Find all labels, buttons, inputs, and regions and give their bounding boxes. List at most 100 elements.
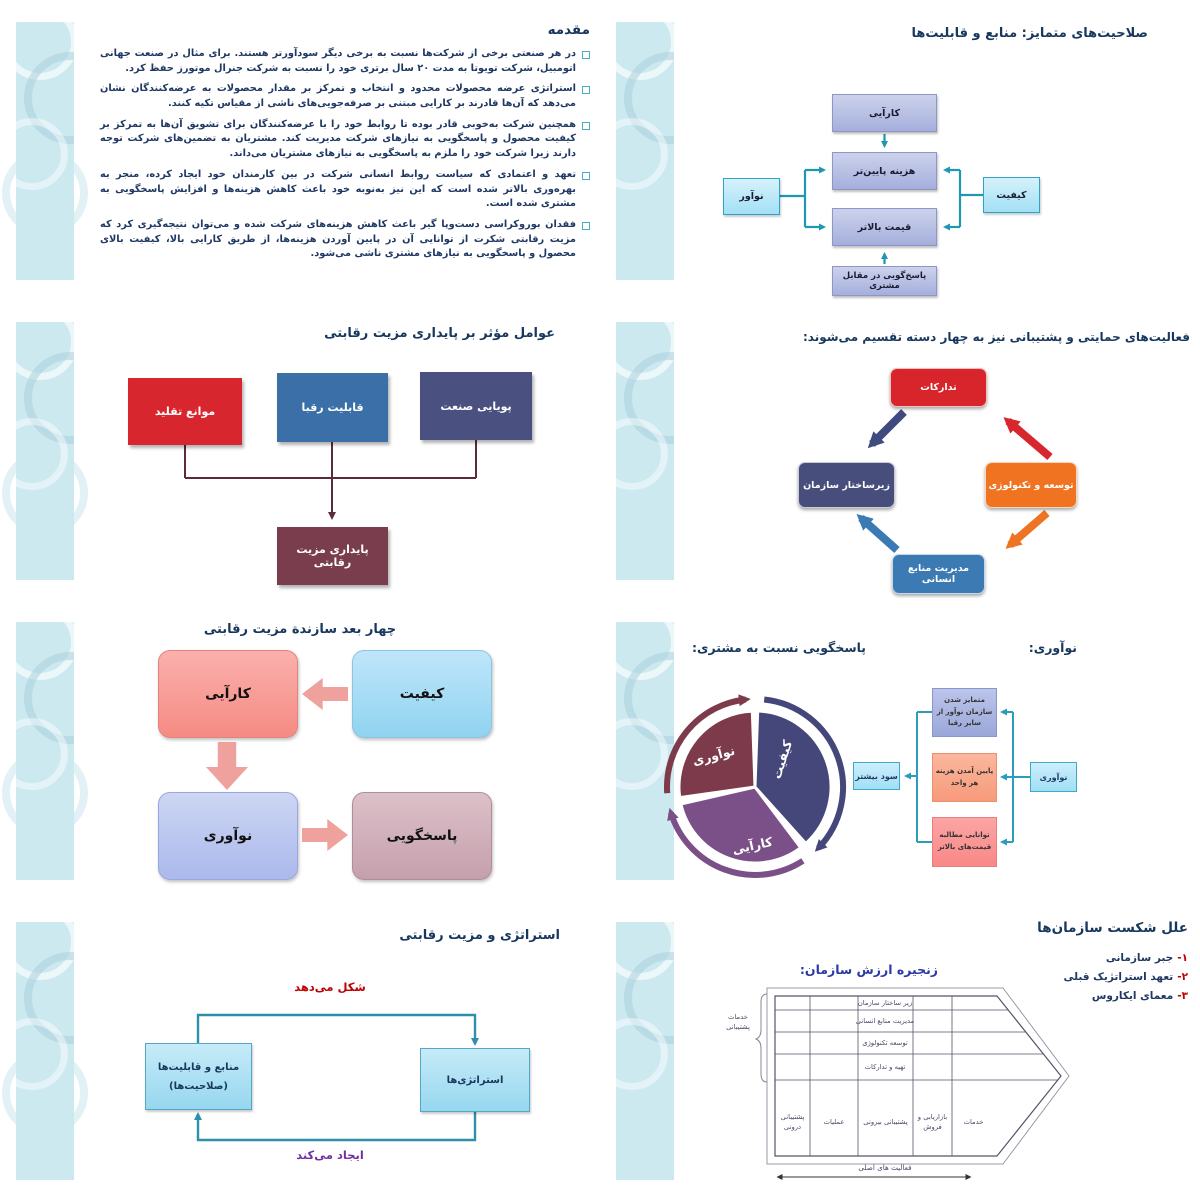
slide-title: علل شکست سازمان‌ها [1037,920,1188,936]
circle-motif [16,118,68,190]
connector-lines [780,134,983,264]
square-bullet-icon [582,221,590,230]
box-higher-price: قیمت بالاتر [832,208,937,246]
decorative-strip [616,22,674,280]
label-creates: ایجاد می‌کند [296,1148,364,1162]
label-shapes: شکل می‌دهد [294,980,366,994]
square-bullet-icon [582,51,590,59]
box-industry-dynamism: پویایی صنعت [420,372,532,440]
box-procurement: تدارکات [890,368,987,407]
box-quality: کیفیت [352,650,492,738]
decorative-strip [16,922,74,1180]
arrow-left-icon [302,678,348,710]
box-hr: مدیریت منابع انسانی [892,554,985,594]
box-resources: منابع و قابلیت‌ها (صلاحیت‌ها) [145,1043,252,1110]
box-lower-cost: هزینه پایین‌تر [832,152,937,190]
list-item: همچنین شرکت به‌خوبی قادر بوده تا روابط خ… [100,118,590,162]
box-resources-line1: منابع و قابلیت‌ها [157,1061,240,1073]
bullet-text: فقدان بوروکراسی دست‌وپا گیر باعث کاهش هز… [100,218,576,260]
box-resources-line2: (صلاحیت‌ها) [169,1080,228,1092]
chain-col-label: بازاریابی و فروش [917,1112,948,1131]
square-bullet-icon [582,86,590,95]
box-responsiveness: پاسخگویی [352,792,492,880]
box-innovation: نوآوری [1030,762,1077,792]
slide-failure: علل شکست سازمان‌ها ۱- جبر سازمانی ۲- تعهد … [600,900,1200,1200]
pie-label-innovation: نوآوری [690,742,737,769]
box-differentiation: متمایز شدن سازمان نوآور از سایر رقبا [932,688,997,737]
item-number: ۱- [1177,952,1188,964]
slide-title: چهار بعد سازندة مزیت رقابتی [203,622,397,637]
circle-motif [16,418,68,490]
decorative-strip [616,322,674,580]
box-innovator: نوآور [723,178,780,215]
pie-cycle-chart [663,694,847,878]
support-brace [755,993,768,1083]
bullet-text: استراتژی عرضه محصولات محدود و انتخاب و ت… [100,83,576,110]
box-unit-cost: پایین آمدن هزینه هر واحد [932,753,997,802]
arrow-right-icon [302,819,348,851]
chain-support-label: خدمات پشتیبانی [726,1013,750,1032]
list-item: ۱- جبر سازمانی [1063,952,1188,964]
pie-wedge-quality [753,709,833,845]
slide-title: فعالیت‌های حمایتی و پشتیبانی نیز به چهار… [803,330,1190,344]
box-efficiency: کارآیی [832,94,937,132]
circle-motif [16,1018,68,1090]
failure-list: ۱- جبر سازمانی ۲- تعهد استراتژیک قبلی ۳- مع… [1063,952,1188,1009]
box-innovation: نوآوری [158,792,298,880]
slide-support-activities: فعالیت‌های حمایتی و پشتیبانی نیز به چهار… [600,300,1200,600]
item-number: ۲- [1177,971,1188,983]
circle-motif [616,118,668,190]
list-item: فقدان بوروکراسی دست‌وپا گیر باعث کاهش هز… [100,218,590,262]
item-text: جبر سازمانی [1105,952,1174,964]
box-premium-price: توانایی مطالبه قیمت‌های بالاتر [932,817,997,867]
slide-title: استراتژی و مزیت رقابتی [399,928,560,943]
chain-row-label: تهیه و تدارکات [864,1063,906,1071]
box-quality: کیفیت [983,177,1040,213]
slide-four-dimensions: چهار بعد سازندة مزیت رقابتی کارآیی کیفیت… [0,600,600,900]
box-technology: توسعه و تکنولوژی [985,462,1077,508]
flow-connectors [904,708,1030,846]
chain-row-label: توسعه تکنولوژی [862,1039,908,1047]
list-item: ۳- معمای ایکاروس [1063,990,1188,1002]
decorative-strip [616,622,674,880]
circle-motif [616,418,668,490]
chain-col-label: خدمات [963,1117,984,1126]
section-title-innovation: نوآوری: [1028,640,1077,655]
slide-title: عوامل مؤثر بر پایداری مزیت رقابتی [324,326,555,341]
item-text: معمای ایکاروس [1091,990,1174,1002]
pie-label-quality: کیفیت [768,738,796,781]
decorative-strip [616,922,674,1180]
decorative-strip [16,322,74,580]
square-bullet-icon [582,171,590,180]
chain-row-label: زیر ساختار سازمان [857,999,913,1007]
circle-motif [616,1018,668,1090]
slide-competencies: صلاحیت‌های متمایز: منابع و قابلیت‌ها کار… [600,0,1200,300]
item-text: تعهد استراتژیک قبلی [1063,971,1174,983]
slide-sustainability: عوامل مؤثر بر پایداری مزیت رقابتی موانع … [0,300,600,600]
decorative-strip [16,22,74,280]
slide-title: مقدمه [547,22,590,38]
slide-title: صلاحیت‌های متمایز: منابع و قابلیت‌ها [911,26,1148,41]
chain-col-label: عملیات [823,1117,845,1126]
bullet-list: در هر صنعتی برخی از شرکت‌ها نسبت به برخی… [100,47,590,268]
slide-strategy: استراتژی و مزیت رقابتی شکل می‌دهد ایجاد … [0,900,600,1200]
box-efficiency: کارآیی [158,650,298,738]
pie-label-efficiency: کارآیی [730,833,774,858]
bullet-text: در هر صنعتی برخی از شرکت‌ها نسبت به برخی… [100,48,576,74]
box-profit: سود بیشتر [853,762,900,790]
box-responsiveness: پاسخ‌گویی در مقابل مشتری [832,266,937,296]
chain-primary-label: فعالیت های اصلی [858,1163,912,1172]
box-infrastructure: زیرساختار سازمان [798,462,895,508]
decorative-strip [16,622,74,880]
bullet-text: تعهد و اعتمادی که سیاست روابط انسانی شرک… [100,168,576,210]
chain-col-label: پشتیبانی درونی [780,1112,805,1131]
circle-motif [16,718,68,790]
chain-row-label: مدیریت منابع انسانی [855,1017,915,1025]
box-strategies: استراتژی‌ها [420,1048,530,1112]
list-item: در هر صنعتی برخی از شرکت‌ها نسبت به برخی… [100,47,590,76]
list-item: تعهد و اعتمادی که سیاست روابط انسانی شرک… [100,168,590,212]
value-chain-title: زنجیره ارزش سازمان: [799,962,938,977]
item-number: ۳- [1177,990,1188,1002]
list-item: ۲- تعهد استراتژیک قبلی [1063,971,1188,983]
